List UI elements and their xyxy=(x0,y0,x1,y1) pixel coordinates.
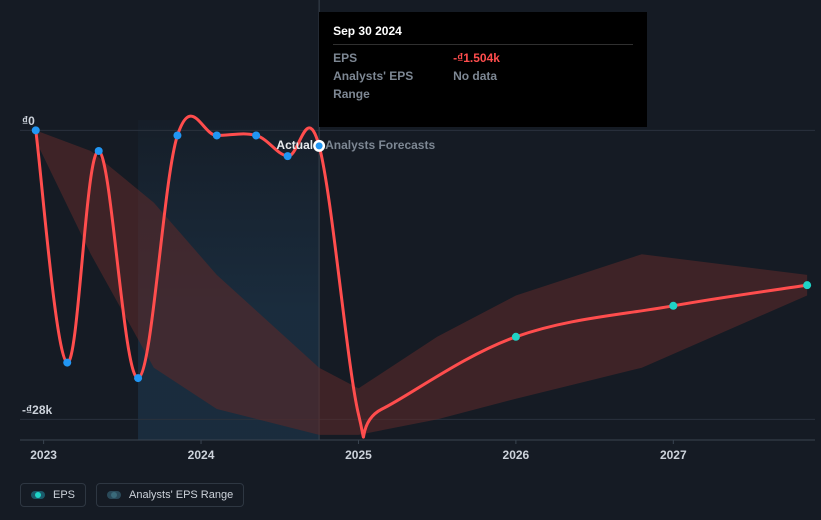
tooltip-row-eps: EPS -₫1.504k xyxy=(333,49,633,67)
y-tick-label-0: ₫0 xyxy=(22,114,35,128)
x-tick-label: 2025 xyxy=(345,448,372,462)
tooltip-date: Sep 30 2024 xyxy=(333,22,633,45)
x-tick-label: 2024 xyxy=(188,448,215,462)
legend-label: EPS xyxy=(53,489,75,501)
tooltip-value: -₫1.504k xyxy=(453,49,500,67)
tooltip-key: Analysts' EPS Range xyxy=(333,67,453,103)
chart-container: ₫0 -₫28k 2023 2024 2025 2026 2027 Actual Ana… xyxy=(20,0,815,475)
actual-label: Actual xyxy=(276,138,313,152)
legend-item-eps[interactable]: EPS xyxy=(20,483,86,507)
x-tick-label: 2026 xyxy=(503,448,530,462)
y-tick-label-1: -₫28k xyxy=(22,403,52,417)
tooltip-row-range: Analysts' EPS Range No data xyxy=(333,67,633,103)
legend-label: Analysts' EPS Range xyxy=(129,489,233,501)
x-tick-label: 2023 xyxy=(30,448,57,462)
tooltip-value: No data xyxy=(453,67,497,103)
x-tick-label: 2027 xyxy=(660,448,687,462)
forecast-label: Analysts Forecasts xyxy=(325,138,435,152)
legend-swatch xyxy=(31,491,45,499)
legend-item-range[interactable]: Analysts' EPS Range xyxy=(96,483,244,507)
tooltip-key: EPS xyxy=(333,49,453,67)
chart-tooltip: Sep 30 2024 EPS -₫1.504k Analysts' EPS R… xyxy=(319,12,647,127)
legend-swatch xyxy=(107,491,121,499)
chart-legend: EPS Analysts' EPS Range xyxy=(20,483,244,507)
